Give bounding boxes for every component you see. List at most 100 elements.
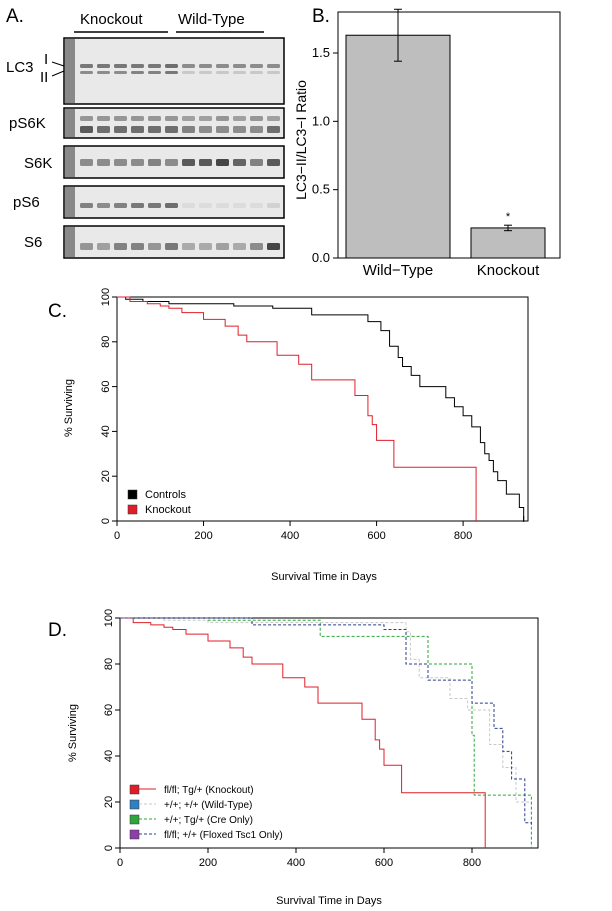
blot-band-s6k-8 xyxy=(199,159,212,166)
blot-band-ps6k_lower-8 xyxy=(199,126,212,133)
blot-band-ps6k_upper-3 xyxy=(114,116,127,121)
chart-d-frame xyxy=(119,617,539,849)
blot-band-s6k-5 xyxy=(148,159,161,166)
blot-band-ps6k_lower-6 xyxy=(165,126,178,133)
chart-d-xtick-label: 800 xyxy=(463,857,481,869)
blot-band-s6-12 xyxy=(267,243,280,250)
chart-b-ytick-label: 0.5 xyxy=(312,182,330,197)
blot-band-ps6-12 xyxy=(267,203,280,208)
chart-c-series-line-2 xyxy=(117,296,477,521)
blot-band-lc3_lower-12 xyxy=(267,71,280,74)
blot-band-ps6-10 xyxy=(233,203,246,208)
blot-label-s6k: S6K xyxy=(24,155,52,172)
blot-marker-lane-lc3 xyxy=(65,39,75,103)
chart-b-ytick-label: 0.0 xyxy=(312,250,330,265)
chart-c-xlabel: Survival Time in Days xyxy=(271,571,377,583)
chart-b-ytick-label: 1.5 xyxy=(312,45,330,60)
lc3-ii-pointer xyxy=(51,70,65,77)
chart-d-xlabel: Survival Time in Days xyxy=(276,895,382,907)
chart-b-category-label-1: Wild−Type xyxy=(363,262,433,279)
blot-band-s6-11 xyxy=(250,243,263,250)
chart-d-xtick-label: 0 xyxy=(117,857,123,869)
chart-b-ytick-label: 1.0 xyxy=(312,113,330,128)
blot-band-s6k-6 xyxy=(165,159,178,166)
chart-b-ylabel: LC3−II/LC3−I Ratio xyxy=(293,80,309,200)
blot-band-ps6k_lower-5 xyxy=(148,126,161,133)
chart-d-xtick-label: 200 xyxy=(199,857,217,869)
blot-band-ps6-4 xyxy=(131,203,144,208)
blot-band-ps6-8 xyxy=(199,203,212,208)
chart-c-ylabel: % Surviving xyxy=(63,379,75,437)
blot-band-lc3_lower-6 xyxy=(165,71,178,74)
blot-band-lc3_upper-1 xyxy=(80,64,93,68)
blot-band-ps6k_lower-1 xyxy=(80,126,93,133)
blot-band-ps6k_lower-4 xyxy=(131,126,144,133)
chart-d-legend-swatch-4 xyxy=(129,829,140,840)
western-blot: Knockout Wild-Type LC3 I II pS6K S6K pS6… xyxy=(6,11,285,259)
blot-band-ps6k_upper-7 xyxy=(182,116,195,121)
blot-band-s6-4 xyxy=(131,243,144,250)
chart-d-series-line-3 xyxy=(120,617,532,848)
chart-c-ytick-label: 0 xyxy=(100,518,112,524)
blot-band-lc3_upper-9 xyxy=(216,64,229,68)
chart-c-ytick-label: 100 xyxy=(100,288,112,306)
chart-b-annotation-2: * xyxy=(506,211,511,223)
chart-b-bar-1 xyxy=(345,34,451,259)
chart-d-ylabel: % Surviving xyxy=(67,704,79,762)
chart-d-legend-swatch-3 xyxy=(129,814,140,825)
chart-c-xtick-label: 600 xyxy=(367,530,385,542)
blot-label-lc3-i: I xyxy=(44,51,48,68)
blot-band-ps6k_upper-12 xyxy=(267,116,280,121)
blot-band-lc3_lower-4 xyxy=(131,71,144,74)
chart-d-series-line-4 xyxy=(120,617,532,825)
blot-band-ps6k_upper-8 xyxy=(199,116,212,121)
blot-band-ps6k_lower-7 xyxy=(182,126,195,133)
chart-b-category-label-2: Knockout xyxy=(477,262,540,279)
blot-band-lc3_upper-11 xyxy=(250,64,263,68)
blot-marker-lane-s6k xyxy=(65,147,75,177)
blot-band-s6-1 xyxy=(80,243,93,250)
blot-band-ps6k_upper-4 xyxy=(131,116,144,121)
blot-band-s6k-1 xyxy=(80,159,93,166)
blot-label-s6: S6 xyxy=(24,234,42,251)
blot-band-lc3_lower-3 xyxy=(114,71,127,74)
chart-c-xtick-label: 800 xyxy=(454,530,472,542)
blot-band-lc3_lower-8 xyxy=(199,71,212,74)
blot-row-s6 xyxy=(63,225,285,259)
blot-band-lc3_lower-2 xyxy=(97,71,110,74)
chart-d-ytick-label: 20 xyxy=(103,796,115,808)
chart-d-ytick-label: 100 xyxy=(103,609,115,627)
blot-row-ps6k xyxy=(63,107,285,139)
blot-band-lc3_upper-2 xyxy=(97,64,110,68)
chart-c-legend-label-2: Knockout xyxy=(145,504,191,516)
blot-band-lc3_lower-1 xyxy=(80,71,93,74)
chart-c-ytick-label: 40 xyxy=(100,425,112,437)
chart-d-legend-label-2: +/+; +/+ (Wild-Type) xyxy=(164,800,252,811)
blot-label-lc3: LC3 xyxy=(6,59,34,76)
blot-band-lc3_lower-9 xyxy=(216,71,229,74)
chart-c-xtick-label: 0 xyxy=(114,530,120,542)
chart-c-ytick-label: 80 xyxy=(100,336,112,348)
chart-c-frame xyxy=(116,296,529,522)
blot-band-ps6-11 xyxy=(250,203,263,208)
blot-band-ps6-1 xyxy=(80,203,93,208)
chart-d-legend-label-1: fl/fl; Tg/+ (Knockout) xyxy=(164,785,254,796)
blot-band-lc3_upper-10 xyxy=(233,64,246,68)
chart-c-legend-swatch-1 xyxy=(127,489,138,500)
blot-marker-lane-s6 xyxy=(65,227,75,257)
blot-band-s6-6 xyxy=(165,243,178,250)
blot-band-lc3_upper-7 xyxy=(182,64,195,68)
blot-band-ps6k_upper-5 xyxy=(148,116,161,121)
blot-band-ps6-2 xyxy=(97,203,110,208)
blot-band-s6-8 xyxy=(199,243,212,250)
blot-band-ps6-7 xyxy=(182,203,195,208)
blot-row-ps6 xyxy=(63,185,285,219)
blot-band-s6k-2 xyxy=(97,159,110,166)
blot-band-ps6-5 xyxy=(148,203,161,208)
blot-band-ps6k_upper-10 xyxy=(233,116,246,121)
blot-band-lc3_lower-7 xyxy=(182,71,195,74)
blot-band-ps6k_upper-6 xyxy=(165,116,178,121)
chart-d-ytick-label: 60 xyxy=(103,704,115,716)
blot-band-s6k-12 xyxy=(267,159,280,166)
blot-label-lc3-ii: II xyxy=(40,69,48,86)
